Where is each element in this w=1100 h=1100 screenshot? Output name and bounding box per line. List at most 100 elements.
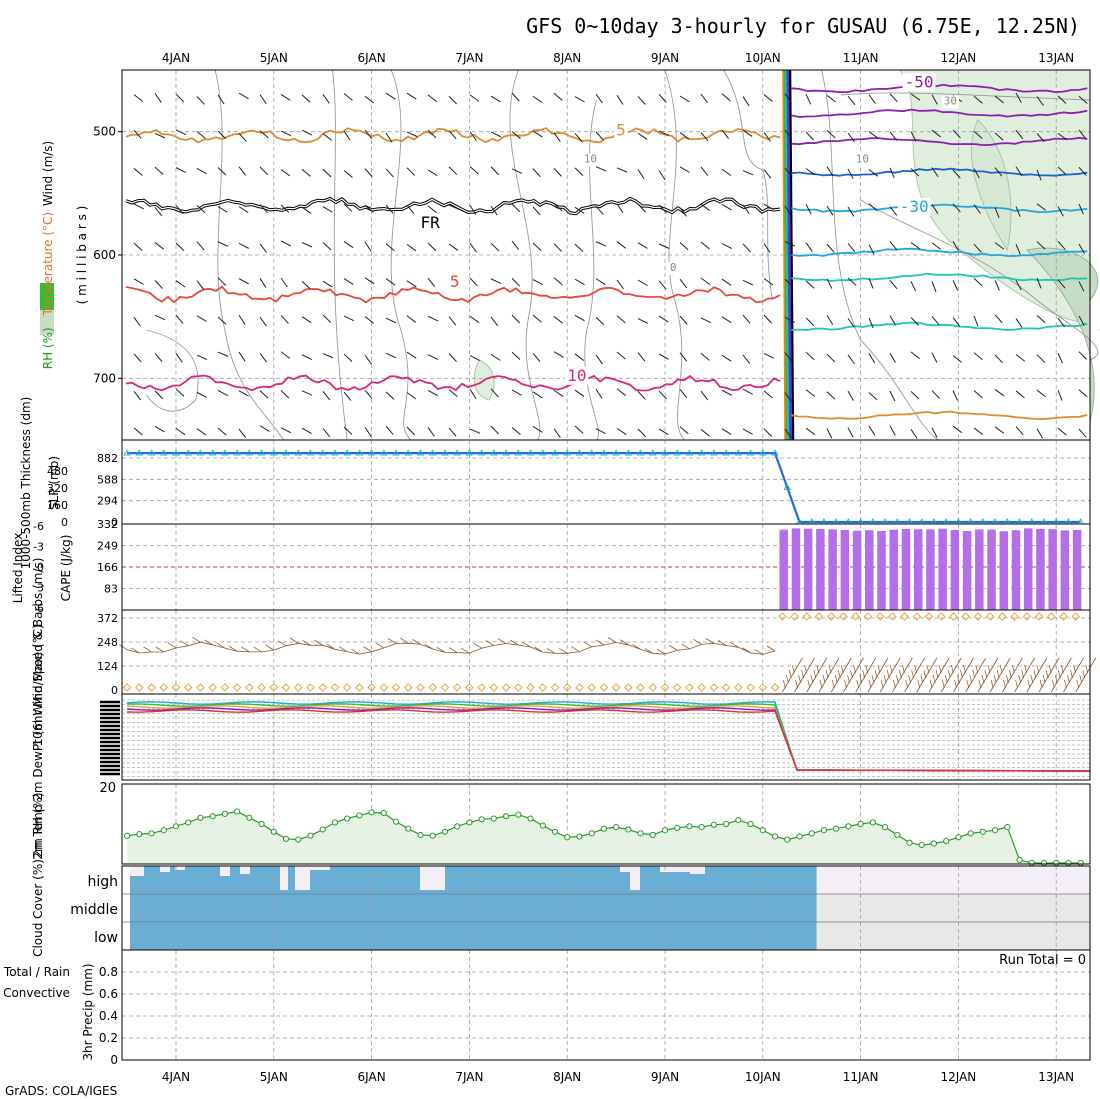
wind-barb	[784, 278, 794, 288]
rh-legend-swatch	[40, 310, 54, 335]
wind-barb	[469, 315, 480, 323]
x-tick-bottom: 9JAN	[651, 1070, 679, 1084]
wind-barb	[301, 206, 312, 214]
contour-label: 5	[616, 120, 626, 139]
wind-barb	[259, 425, 270, 432]
wind-barb	[826, 130, 836, 139]
x-tick-bottom: 13JAN	[1038, 1070, 1074, 1084]
cloud-gap	[660, 866, 690, 872]
wind-barb-10m	[461, 647, 470, 654]
rh2m-point	[527, 815, 534, 822]
temp-line-purple	[791, 83, 1088, 94]
temp-2m-panel: 20	[99, 693, 1091, 796]
wind-barb	[175, 129, 187, 136]
rh2m-point	[209, 813, 216, 820]
wind-barb	[238, 242, 249, 249]
wind-barb	[280, 94, 291, 101]
wind-marker	[379, 683, 389, 692]
wind-marker	[330, 683, 340, 692]
rh2m-point	[588, 830, 595, 837]
wind-barb-flag	[944, 674, 948, 684]
cape-bar	[901, 528, 911, 610]
contour-label-bg	[897, 197, 931, 216]
rh2m-area	[127, 811, 1081, 864]
thickness-marker	[404, 449, 413, 456]
wind-barb	[721, 168, 732, 176]
wind-marker	[611, 683, 621, 692]
wind-barb	[637, 352, 646, 362]
rh2m-point	[405, 825, 412, 832]
thickness-marker	[453, 449, 461, 456]
wind-barb-flag	[1021, 669, 1024, 679]
wind-barb	[1057, 279, 1066, 289]
wind-barb	[238, 132, 247, 142]
contour-label: -30	[900, 197, 929, 216]
cape-bar	[1011, 530, 1021, 610]
rh2m-point	[784, 836, 791, 843]
x-tick-top: 11JAN	[843, 51, 879, 65]
thickness-marker	[416, 449, 425, 456]
wind-barb-10m	[806, 657, 828, 693]
wind-barb	[931, 390, 940, 399]
wind-barb	[994, 280, 1000, 291]
wind-barb	[133, 427, 143, 436]
rh2m-point	[1065, 859, 1072, 867]
wind-barb	[658, 428, 669, 436]
wind-barb-flag	[893, 679, 896, 689]
wind-barb-flag	[902, 664, 905, 674]
precip-tick-label: 0.8	[99, 965, 118, 979]
contour-label-bg	[447, 273, 462, 292]
wind-barb-10m	[412, 639, 421, 645]
wind-barb	[994, 95, 1004, 104]
wind-barb-flag	[1012, 664, 1015, 674]
wind-barb	[553, 351, 564, 358]
wind-barb-flag	[960, 669, 963, 679]
wind-barb	[175, 93, 185, 103]
wind-barb	[364, 204, 374, 213]
wind-barb	[931, 129, 941, 138]
wind-barb	[238, 166, 247, 176]
wind-barb	[784, 167, 793, 177]
wind-barb	[553, 316, 563, 324]
wind-barb-10m	[794, 657, 815, 693]
rh-contour	[390, 69, 412, 441]
thickness-marker	[746, 449, 755, 456]
wind-marker	[575, 683, 584, 692]
wind-marker	[452, 683, 462, 692]
wind-barb	[658, 243, 670, 249]
wind-barb-10m	[830, 657, 852, 693]
thickness-marker	[563, 449, 571, 456]
precip-tick-label: 0.6	[99, 987, 118, 1001]
rh2m-point	[796, 833, 803, 840]
wind-barb	[364, 426, 372, 437]
wind-barb	[931, 94, 938, 105]
temp-line-blue	[791, 167, 1088, 177]
wind-barb-flag	[1085, 664, 1089, 674]
rh2m-point	[307, 832, 314, 839]
wind-barb-10m	[766, 645, 776, 652]
wind-barb	[322, 314, 332, 323]
wind-barb	[343, 170, 353, 178]
lifted-index-cape-panel: 332 249 166 83 -6 -3 0 3 6	[33, 518, 1091, 615]
wind-barb	[1015, 129, 1024, 140]
wind-barb-10m	[855, 657, 877, 693]
x-tick-bottom: 5JAN	[260, 1070, 288, 1084]
wind-barb	[175, 280, 186, 288]
wind-barb	[133, 391, 142, 401]
rh2m-point	[429, 832, 436, 839]
upper-ylabel: RH (%) Temperature (°C) Wind (m/s)	[41, 141, 55, 370]
wind-barb	[259, 94, 267, 104]
wind-barb	[952, 169, 961, 179]
wind-barb-10m	[228, 645, 238, 652]
wind-barb	[574, 133, 583, 143]
wind-barb-flag	[1057, 669, 1061, 679]
wind-barb	[700, 93, 708, 104]
temp-line-purple	[791, 136, 1088, 147]
wind-barb	[154, 280, 163, 289]
wind-barb-flag	[950, 664, 954, 674]
rh2m-point	[979, 828, 986, 835]
wind-barb	[406, 167, 416, 176]
wind-barb-flag	[990, 679, 994, 689]
wind-barb-10m	[693, 639, 702, 645]
wind-barb	[931, 316, 940, 326]
